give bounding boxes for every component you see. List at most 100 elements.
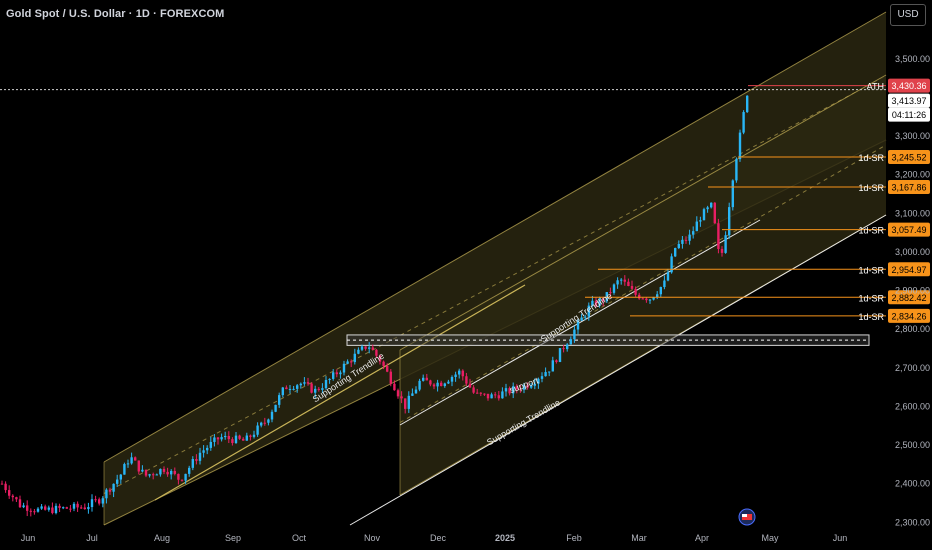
candle-body [36,508,40,512]
candle-body [278,395,281,405]
candle-body [713,202,716,224]
candle-body [119,474,122,480]
candle-body [670,256,673,273]
candle-body [234,435,238,444]
candle-body [396,390,400,397]
candle-body [324,379,328,389]
sr-price-tag-bg [888,150,930,165]
candle-body [62,507,65,509]
channel-upper-mid [103,75,887,494]
candle-body [548,371,551,373]
candle-body [537,378,540,384]
candle-body [270,411,274,420]
candle-body [627,281,630,286]
candle-body [728,207,731,236]
channel-lower-mid [399,144,887,423]
candles [0,95,749,517]
candle-body [609,292,612,294]
candle-body [310,383,313,393]
candle-body [692,231,695,235]
tradingview-logo-icon[interactable] [738,508,760,526]
candle-body [490,394,493,399]
sr-price-tag-bg [888,308,930,323]
y-axis-tick-label: 3,500.00 [895,54,930,64]
candle-body [166,471,169,475]
x-axis-tick-label: Jul [86,533,98,543]
candle-body [407,395,410,409]
price-tag-bg [888,93,930,108]
candle-body [101,498,104,504]
sr-level-label: ATH [867,82,884,92]
candle-body [710,202,713,208]
candle-body [458,370,461,375]
candle-body [242,438,245,441]
candle-body [551,360,554,372]
candle-body [735,159,738,181]
x-axis-tick-label: Aug [154,533,170,543]
candle-body [522,384,526,390]
sr-price-tag: 3,245.52 [891,153,926,163]
candle-body [87,507,90,510]
candle-body [173,470,176,474]
candle-body [414,389,418,394]
candle-body [141,469,144,472]
x-axis-tick-label: Dec [430,533,447,543]
candle-body [134,457,137,461]
candle-body [663,280,666,288]
x-axis-tick-label: Oct [292,533,307,543]
candle-body [209,441,212,448]
candle-body [227,435,230,440]
candle-body [260,422,263,426]
candle-body [0,483,4,485]
candle-body [533,383,536,386]
candle-body [699,220,702,222]
candle-body [677,243,680,249]
candle-body [447,381,450,384]
candle-body [335,372,338,375]
candle-body [184,473,187,481]
candle-body [47,507,50,510]
candle-body [580,317,583,321]
candle-body [432,384,436,387]
channel-upper-upper [103,11,887,463]
candle-body [742,112,745,133]
sr-price-tag-bg [888,180,930,195]
channel-upper-fill [104,12,886,525]
candle-body [292,388,295,390]
candle-body [274,404,277,412]
candle-body [224,435,227,438]
sr-price-tag: 3,057.49 [891,225,926,235]
candle-body [479,392,482,394]
candle-body [148,474,151,476]
candle-body [26,505,29,511]
candle-body [512,386,515,394]
candle-body [591,300,594,306]
candle-body [76,503,79,508]
candle-body [296,385,299,389]
candle-body [443,383,446,387]
candle-body [648,299,652,301]
candle-body [472,387,475,393]
currency-button[interactable]: USD [890,4,926,26]
candle-body [400,396,403,399]
candle-body [497,395,500,399]
candle-body [51,507,54,514]
sr-level-label: 1d-SR [858,153,884,163]
candle-body [44,506,47,510]
candle-body [659,287,662,295]
candle-body [569,339,572,345]
candle-body [638,294,641,299]
y-axis-tick-label: 2,300.00 [895,517,930,527]
candle-body [108,489,112,492]
candle-body [501,391,504,399]
candle-body [321,388,324,390]
candle-body [213,437,216,442]
candle-body [328,378,331,380]
x-axis-tick-label: Feb [566,533,582,543]
candle-body [620,279,623,281]
candle-body [389,371,392,384]
candle-body [717,223,720,249]
candle-body [202,450,205,453]
